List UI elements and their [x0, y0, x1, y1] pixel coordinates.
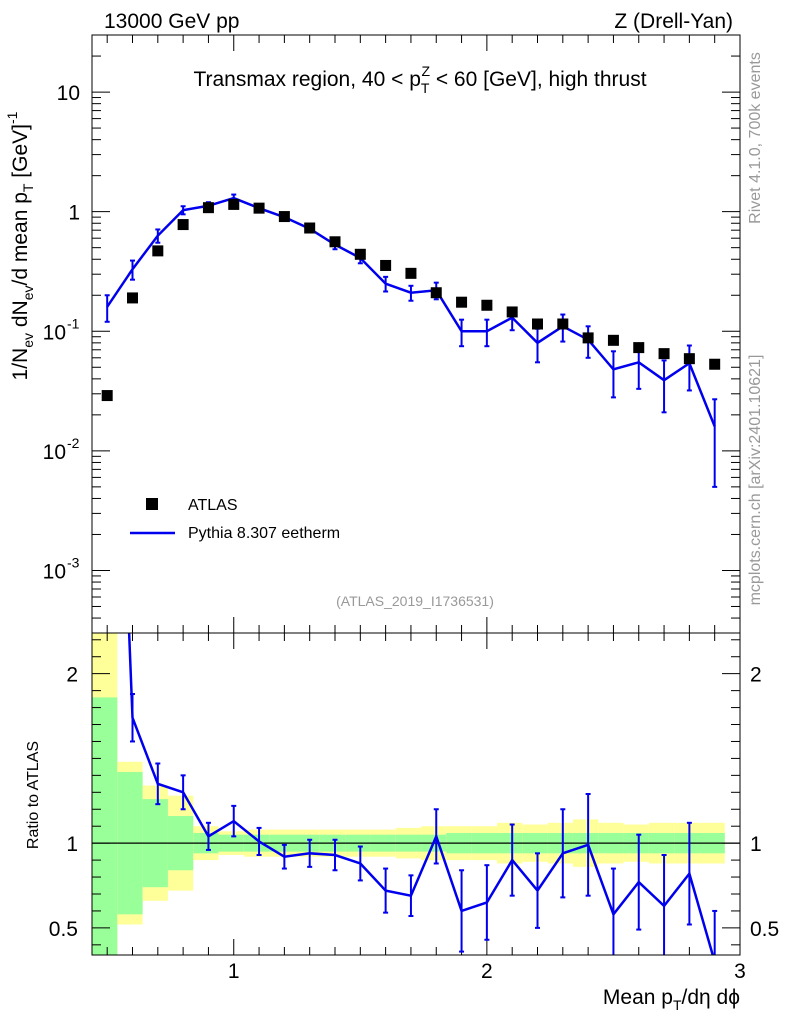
y-tick-exponent: -1 — [67, 315, 80, 331]
ratio-frame — [91, 632, 741, 956]
ratio-panel: 0.5 0.5 1 1 2 2 Ratio to ATLAS — [25, 632, 779, 956]
atlas-point — [709, 358, 721, 370]
chart-title: Transmax region, 40 < pTZ < 60 [GeV], hi… — [193, 63, 646, 96]
y-tick-label: 1 — [68, 202, 80, 225]
atlas-point — [532, 318, 543, 330]
y-tick-exponent: -2 — [67, 435, 80, 451]
y-tick-label: 10 — [43, 560, 66, 583]
atlas-point — [329, 236, 341, 248]
collision-label: 13000 GeV pp — [104, 10, 239, 33]
atlas-point — [456, 296, 468, 308]
atlas-point — [683, 353, 695, 365]
atlas-point — [278, 211, 290, 223]
atlas-point — [557, 318, 569, 330]
legend-atlas-marker — [146, 498, 158, 510]
atlas-point — [430, 287, 442, 299]
atlas-point — [177, 219, 189, 231]
process-label: Z (Drell-Yan) — [614, 10, 733, 33]
y-tick-label: 10 — [43, 441, 66, 464]
source-info: mcplots.cern.ch [arXiv:2401.10621] — [747, 355, 764, 606]
atlas-point — [481, 299, 493, 311]
ratio-y-label: Ratio to ATLAS — [25, 741, 42, 849]
atlas-point — [152, 245, 164, 257]
ratio-tick-label: 1 — [66, 833, 78, 856]
atlas-point — [582, 332, 594, 344]
analysis-tag: (ATLAS_2019_I1736531) — [336, 593, 494, 609]
rivet-info: Rivet 4.1.0, 700k events — [747, 52, 764, 224]
atlas-point — [405, 267, 417, 279]
atlas-point — [228, 198, 240, 210]
atlas-point — [658, 348, 670, 360]
atlas-point — [304, 222, 316, 234]
y-axis-label: 1/Nev dNev/d mean pT [GeV]-1 — [4, 111, 36, 380]
x-tick-label: 2 — [481, 960, 493, 983]
ratio-tick-label: 2 — [66, 664, 78, 687]
atlas-point — [633, 342, 645, 354]
atlas-point — [127, 292, 138, 304]
legend-atlas-label: ATLAS — [188, 497, 238, 514]
ratio-tick-label-right: 0.5 — [750, 918, 779, 941]
atlas-point — [607, 334, 619, 346]
x-axis-label: Mean pT/dη dϕ — [603, 986, 740, 1013]
y-tick-label: 10 — [43, 321, 66, 344]
ratio-tick-label-right: 1 — [750, 833, 762, 856]
atlas-point — [101, 390, 113, 402]
legend-mc-label: Pythia 8.307 eetherm — [188, 525, 340, 542]
x-tick-label: 1 — [228, 960, 240, 983]
y-tick-exponent: -3 — [67, 554, 80, 570]
atlas-point — [380, 259, 392, 271]
atlas-point — [354, 248, 366, 260]
main-frame — [91, 34, 741, 634]
ratio-tick-label-right: 2 — [750, 664, 762, 687]
atlas-point — [202, 202, 214, 214]
pythia-line — [106, 196, 716, 427]
atlas-point — [506, 306, 518, 318]
atlas-point — [253, 202, 265, 214]
legend: ATLAS Pythia 8.307 eetherm — [130, 497, 340, 542]
y-tick-label: 10 — [57, 82, 80, 105]
x-tick-label: 3 — [734, 960, 746, 983]
ratio-tick-label: 0.5 — [49, 918, 78, 941]
